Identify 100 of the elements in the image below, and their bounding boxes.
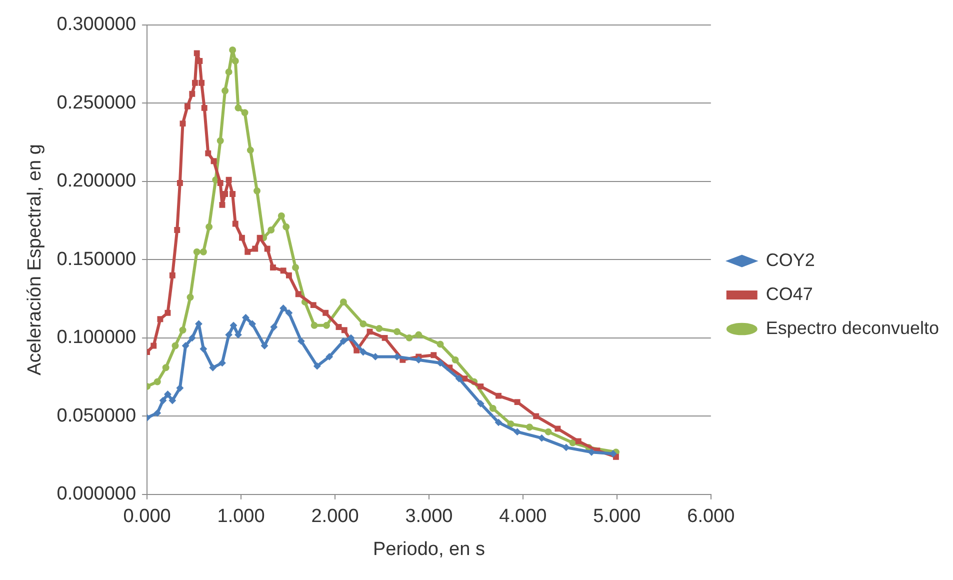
point: [507, 420, 514, 428]
point: [394, 353, 401, 360]
point: [360, 320, 367, 328]
y-tick-label: 0.250000: [56, 92, 136, 114]
point: [382, 334, 388, 341]
point: [209, 364, 216, 372]
point: [241, 109, 248, 116]
x-tick-label: 5.000: [593, 506, 641, 528]
point: [225, 68, 232, 76]
point: [322, 310, 329, 316]
point: [376, 325, 383, 332]
point: [280, 268, 286, 274]
x-axis-title: Periodo, en s: [372, 538, 485, 560]
point: [452, 356, 459, 364]
point: [298, 338, 305, 345]
y-tick-label: 0.150000: [56, 248, 136, 270]
point: [234, 331, 242, 338]
point: [179, 326, 186, 334]
point: [230, 191, 236, 197]
point: [310, 322, 318, 329]
point: [456, 375, 463, 382]
point: [268, 226, 275, 234]
point: [292, 264, 300, 272]
point: [256, 234, 263, 241]
point: [496, 392, 502, 399]
point: [176, 180, 183, 186]
point: [150, 342, 157, 349]
point: [261, 342, 268, 350]
point: [562, 444, 570, 451]
point: [232, 220, 238, 227]
point: [372, 353, 379, 360]
point: [164, 310, 171, 316]
point: [514, 428, 521, 436]
point: [415, 331, 422, 338]
point: [200, 248, 207, 256]
point: [360, 348, 367, 356]
point: [341, 327, 348, 334]
point: [280, 304, 287, 312]
point: [282, 223, 290, 230]
legend-label: COY2: [766, 250, 815, 270]
point: [222, 87, 229, 94]
point: [270, 323, 278, 330]
point: [205, 150, 212, 156]
y-tick-label: 0.200000: [56, 170, 136, 192]
point: [495, 418, 502, 426]
point: [154, 410, 161, 417]
point: [180, 120, 186, 127]
point: [216, 137, 224, 144]
point: [477, 400, 484, 408]
point: [219, 202, 226, 208]
point: [206, 223, 213, 230]
point: [226, 176, 232, 183]
point: [354, 347, 360, 354]
point: [406, 334, 413, 342]
point: [533, 413, 540, 420]
point: [310, 302, 316, 308]
point: [336, 324, 342, 330]
point: [217, 180, 224, 186]
point: [326, 353, 333, 360]
point: [229, 46, 236, 54]
point: [169, 272, 176, 278]
point: [286, 272, 292, 278]
point: [415, 356, 422, 364]
point: [154, 378, 161, 386]
point: [514, 399, 520, 406]
y-tick-label: 0.050000: [56, 405, 136, 426]
point: [253, 187, 260, 194]
point: [347, 334, 354, 342]
point: [478, 383, 484, 390]
y-tick-label: 0.300000: [56, 14, 136, 36]
point: [168, 397, 176, 404]
point: [242, 314, 250, 322]
x-tick-label: 2.000: [311, 506, 359, 528]
x-tick-label: 1.000: [217, 506, 265, 528]
point: [252, 246, 258, 252]
point: [192, 80, 198, 86]
point: [340, 298, 347, 306]
point: [201, 104, 208, 111]
point: [436, 340, 444, 348]
point: [278, 212, 285, 220]
x-tick-label: 4.000: [499, 506, 547, 528]
point: [172, 342, 179, 350]
y-axis-title: Aceleración Espectral, en g: [24, 144, 46, 376]
x-tick-label: 3.000: [405, 506, 453, 528]
point: [248, 320, 256, 328]
point: [194, 50, 200, 56]
point: [264, 246, 270, 252]
point: [489, 404, 496, 412]
point: [176, 384, 184, 392]
point: [575, 438, 582, 444]
point: [285, 309, 292, 316]
point: [222, 191, 228, 197]
point: [544, 428, 552, 436]
point: [234, 104, 242, 112]
point: [526, 424, 534, 431]
point: [462, 376, 468, 382]
point: [200, 345, 207, 352]
point: [174, 226, 180, 233]
point: [340, 338, 347, 345]
legend-label: Espectro deconvuelto: [766, 318, 939, 338]
